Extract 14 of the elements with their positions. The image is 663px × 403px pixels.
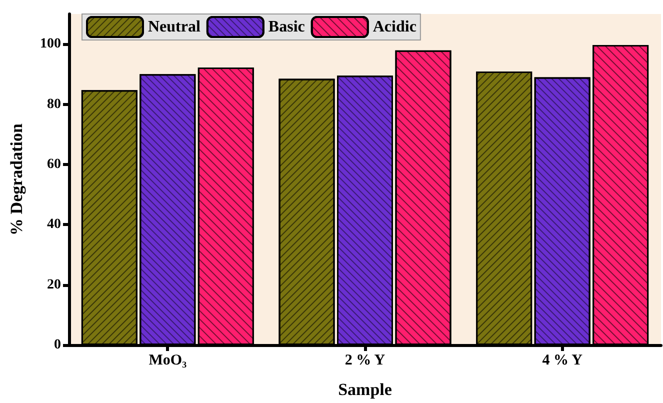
y-tick-label: 100 (40, 36, 61, 52)
y-tick-label: 60 (47, 156, 61, 172)
x-tick-label: 2 % Y (344, 352, 386, 368)
legend-label: Neutral (148, 18, 201, 36)
legend-label: Basic (268, 18, 305, 36)
x-tick-label: MoO₃ (148, 352, 188, 368)
legend-label: Acidic (372, 18, 416, 36)
x-tick-label: 4 % Y (542, 352, 583, 368)
y-tick-label: 20 (47, 277, 61, 292)
y-tick-label: 80 (47, 96, 61, 112)
x-axis-title: Sample (338, 380, 392, 399)
y-axis-title: % Degradation (7, 123, 26, 236)
y-tick-label: 40 (47, 217, 61, 232)
y-tick-label: 0 (54, 338, 61, 352)
